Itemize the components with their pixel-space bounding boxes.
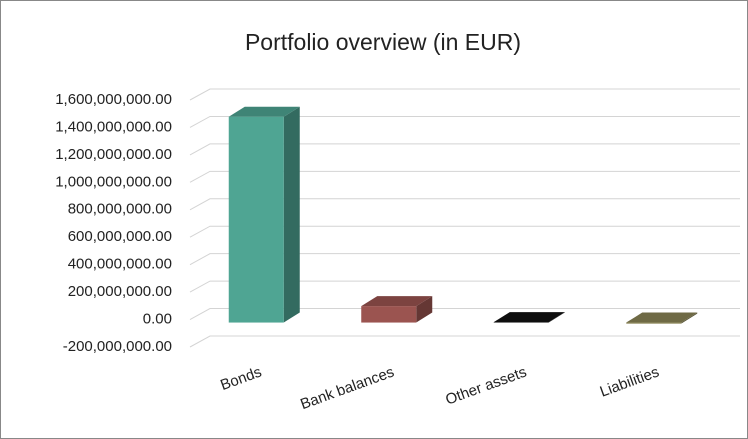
bar: [228, 116, 284, 323]
grid-line: [189, 253, 740, 266]
grid-line: [189, 115, 740, 128]
grid-line: [189, 143, 740, 156]
y-tick-label: 600,000,000.00: [68, 228, 172, 245]
chart-title: Portfolio overview (in EUR): [245, 29, 521, 55]
y-tick-label: 0.00: [143, 311, 172, 328]
grid-line: [189, 280, 740, 293]
y-tick-label: 1,600,000,000.00: [55, 91, 172, 108]
bar: [361, 306, 417, 323]
y-tick-label: -200,000,000.00: [63, 338, 172, 355]
bar-top: [361, 296, 433, 307]
grid-line: [189, 335, 740, 348]
bar-top: [228, 106, 300, 117]
bar-top: [626, 312, 698, 323]
bar-side: [681, 312, 698, 324]
bar: [493, 322, 549, 323]
y-tick-label: 1,200,000,000.00: [55, 146, 172, 163]
grid-line: [189, 170, 740, 183]
bar-side: [548, 312, 565, 323]
bar-side: [283, 106, 300, 323]
y-tick-label: 1,400,000,000.00: [55, 118, 172, 135]
y-tick-label: 1,000,000,000.00: [55, 173, 172, 190]
bar-side: [416, 296, 433, 323]
grid-line: [189, 198, 740, 211]
y-tick-label: 200,000,000.00: [68, 283, 172, 300]
bar-top: [493, 312, 565, 323]
grid-line: [189, 225, 740, 238]
y-tick-label: 800,000,000.00: [68, 201, 172, 218]
grid-line: [189, 308, 740, 320]
bar: [626, 322, 682, 324]
y-tick-label: 400,000,000.00: [68, 256, 172, 273]
grid-line: [189, 88, 740, 101]
